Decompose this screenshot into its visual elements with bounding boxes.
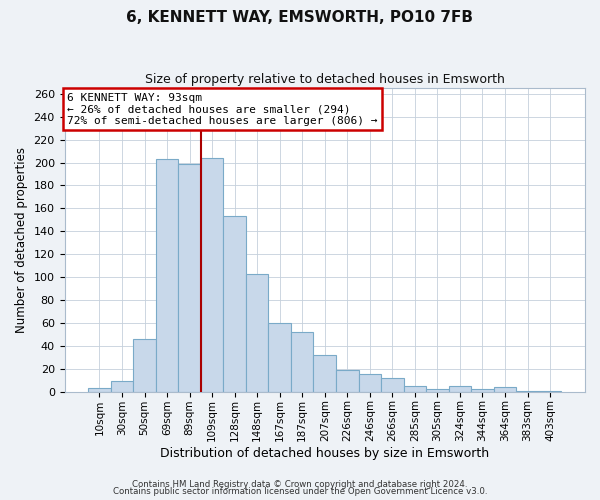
Bar [426, 390, 449, 392]
Bar [494, 387, 516, 392]
Bar [359, 374, 381, 392]
Bar [449, 386, 471, 392]
Y-axis label: Number of detached properties: Number of detached properties [15, 147, 28, 333]
Bar [291, 332, 313, 392]
Bar [539, 390, 562, 392]
Bar [404, 386, 426, 392]
Bar [133, 339, 156, 392]
Text: Contains HM Land Registry data © Crown copyright and database right 2024.: Contains HM Land Registry data © Crown c… [132, 480, 468, 489]
Bar [381, 378, 404, 392]
Bar [223, 216, 246, 392]
Bar [246, 274, 268, 392]
Bar [156, 159, 178, 392]
Bar [336, 370, 359, 392]
Bar [313, 355, 336, 392]
Text: 6, KENNETT WAY, EMSWORTH, PO10 7FB: 6, KENNETT WAY, EMSWORTH, PO10 7FB [127, 10, 473, 25]
Bar [516, 390, 539, 392]
Bar [471, 390, 494, 392]
Bar [178, 164, 201, 392]
Text: 6 KENNETT WAY: 93sqm
← 26% of detached houses are smaller (294)
72% of semi-deta: 6 KENNETT WAY: 93sqm ← 26% of detached h… [67, 92, 377, 126]
Bar [111, 382, 133, 392]
Bar [201, 158, 223, 392]
X-axis label: Distribution of detached houses by size in Emsworth: Distribution of detached houses by size … [160, 447, 490, 460]
Text: Contains public sector information licensed under the Open Government Licence v3: Contains public sector information licen… [113, 488, 487, 496]
Bar [268, 323, 291, 392]
Bar [88, 388, 111, 392]
Title: Size of property relative to detached houses in Emsworth: Size of property relative to detached ho… [145, 72, 505, 86]
